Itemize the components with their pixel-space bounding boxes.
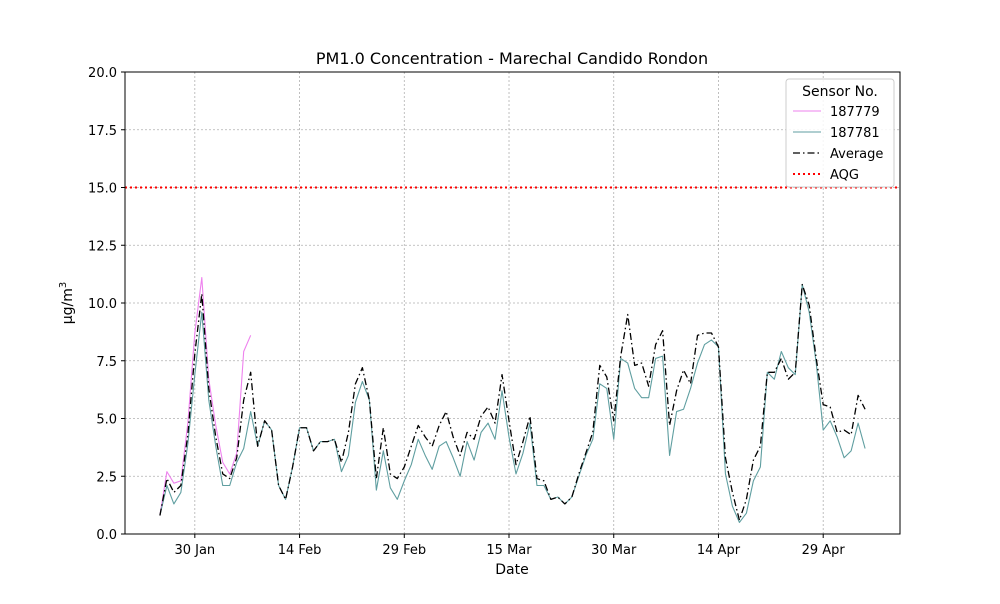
y-tick-label: 2.5 — [96, 470, 117, 485]
chart-title: PM1.0 Concentration - Marechal Candido R… — [316, 49, 708, 68]
y-axis-ticks: 0.0 2.5 5.0 7.5 10.0 12.5 15.0 17.5 20.0 — [88, 66, 125, 543]
y-tick-label: 5.0 — [96, 413, 117, 428]
series-line — [159, 283, 866, 521]
y-tick-label: 15.0 — [88, 182, 117, 197]
y-axis-label-superscript: 3 — [58, 282, 69, 288]
x-tick-label: 14 Apr — [697, 543, 741, 558]
grid-lines — [125, 71, 900, 535]
x-axis-label: Date — [495, 562, 528, 578]
y-tick-label: 10.0 — [88, 297, 117, 312]
legend: Sensor No. 187779 187781 Average AQG — [785, 78, 895, 188]
legend-label: 187781 — [830, 126, 880, 141]
y-tick-label: 0.0 — [96, 528, 117, 543]
x-tick-label: 29 Feb — [382, 543, 426, 558]
legend-label: AQG — [830, 168, 859, 183]
legend-label: Average — [830, 147, 883, 162]
series-group — [159, 277, 866, 523]
series-line — [159, 277, 252, 516]
series-line — [159, 283, 866, 523]
y-axis-label-unit: μg/m — [60, 288, 76, 324]
legend-entries: 187779 187781 Average AQG — [793, 105, 883, 183]
series-187779 — [159, 277, 252, 516]
series-average — [159, 283, 866, 521]
x-axis-ticks: 30 Jan 14 Feb 29 Feb 15 Mar 30 Mar 14 Apr 29 A… — [174, 534, 845, 558]
x-tick-label: 15 Mar — [486, 543, 532, 558]
x-tick-label: 29 Apr — [802, 543, 846, 558]
y-tick-label: 20.0 — [88, 66, 117, 81]
y-tick-label: 17.5 — [88, 124, 117, 139]
x-tick-label: 30 Mar — [591, 543, 637, 558]
x-tick-label: 30 Jan — [174, 543, 215, 558]
x-tick-label: 14 Feb — [278, 543, 322, 558]
series-187781 — [159, 283, 866, 523]
y-tick-label: 7.5 — [96, 355, 117, 370]
y-axis-label: μg/m3 — [58, 282, 76, 325]
legend-box — [785, 78, 895, 188]
y-tick-label: 12.5 — [88, 239, 117, 254]
legend-label: 187779 — [830, 105, 880, 120]
legend-title: Sensor No. — [802, 84, 878, 100]
